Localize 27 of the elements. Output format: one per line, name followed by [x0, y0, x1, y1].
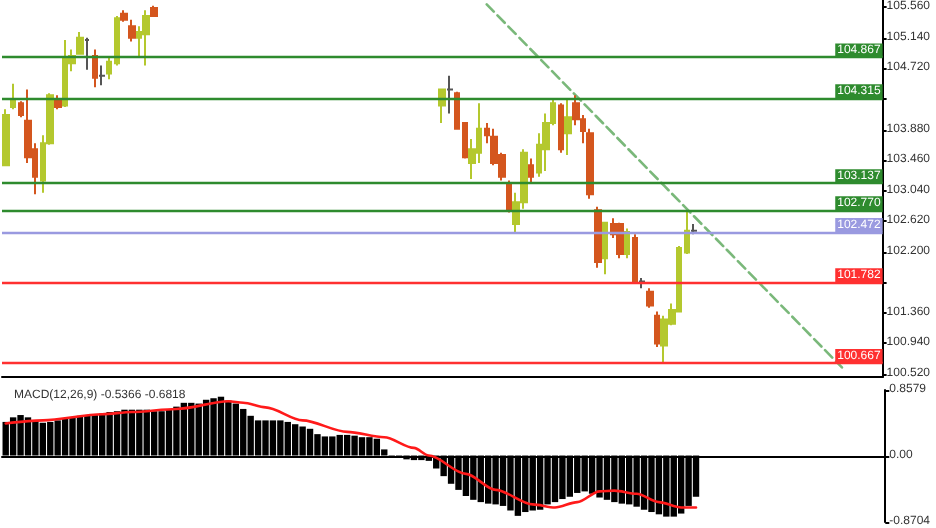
candlestick — [638, 276, 646, 290]
candlestick — [690, 223, 698, 236]
candlestick — [528, 157, 534, 184]
candlestick — [150, 4, 158, 18]
candlestick — [84, 36, 90, 71]
candlestick — [624, 227, 630, 260]
candlestick — [616, 221, 624, 260]
candlestick — [54, 94, 62, 111]
candlestick — [564, 98, 572, 156]
candlestick — [98, 64, 106, 87]
candlestick — [506, 179, 512, 212]
candlestick — [602, 221, 608, 276]
candlestick — [654, 310, 660, 349]
candlestick — [128, 18, 136, 43]
candlestick — [92, 48, 98, 89]
candlestick — [76, 31, 84, 55]
candlestick — [438, 88, 446, 124]
candlestick — [446, 74, 454, 115]
candlestick — [632, 233, 638, 285]
candlestick — [594, 205, 602, 269]
candlestick — [10, 82, 16, 111]
candlestick — [62, 39, 68, 108]
line-series — [4, 400, 698, 509]
candlestick — [2, 108, 10, 167]
candlestick — [646, 287, 654, 309]
candlestick — [558, 102, 564, 154]
candlestick — [142, 9, 150, 67]
